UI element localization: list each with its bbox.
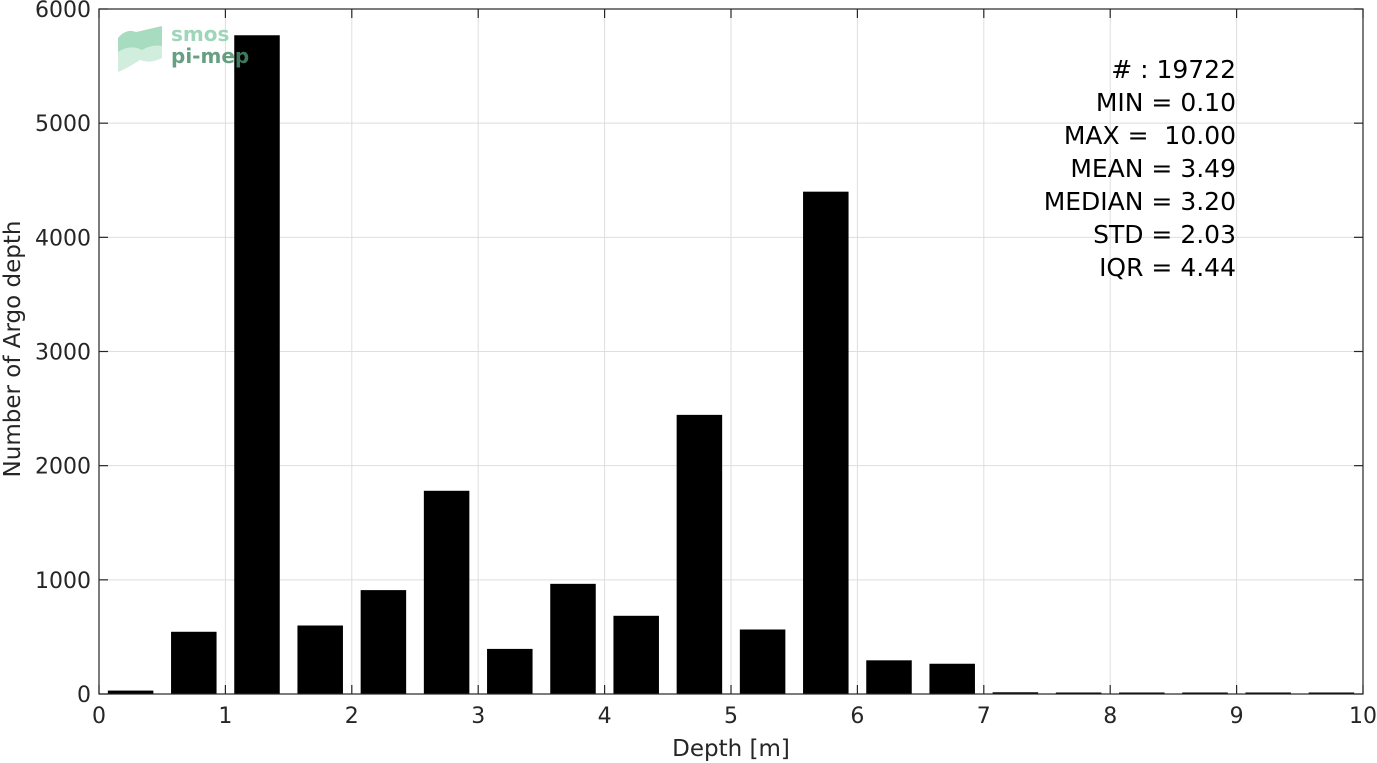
histogram-bar [550,583,596,694]
y-axis-title: Number of Argo depth [0,221,26,478]
histogram-bar [1119,692,1165,694]
y-tick-label: 6000 [35,0,91,23]
x-tick-label: 5 [724,704,738,729]
histogram-bar [1182,692,1228,694]
histogram-bar [234,35,280,694]
stat-line: MEAN = 3.49 [1070,154,1236,183]
x-tick-label: 3 [471,704,485,729]
histogram-bar [1245,692,1291,694]
x-tick-labels: 0 1 2 3 4 5 6 7 8 9 10 [92,704,1377,729]
histogram-bar [866,660,912,694]
y-tick-label: 1000 [35,569,91,594]
histogram-bar [171,631,217,694]
histogram-bar [803,191,849,694]
y-tick-label: 5000 [35,112,91,137]
histogram-bar [423,490,470,694]
logo-text-smos: smos [171,22,229,46]
histogram-bar [107,690,154,694]
x-tick-label: 2 [345,704,359,729]
stat-line: MIN = 0.10 [1096,88,1236,117]
x-tick-label: 10 [1349,704,1377,729]
y-tick-label: 4000 [35,226,91,251]
stat-line: # : 19722 [1111,55,1236,84]
x-tick-label: 9 [1230,704,1244,729]
histogram-bar [613,615,659,694]
histogram-bar [739,629,786,694]
y-tick-labels: 0 1000 2000 3000 4000 5000 6000 [35,0,91,708]
histogram-bar [1308,692,1355,694]
x-tick-label: 7 [977,704,991,729]
x-tick-label: 0 [92,704,106,729]
histogram-bar [360,590,407,694]
stat-line: MEDIAN = 3.20 [1044,187,1236,216]
x-axis-title: Depth [m] [672,736,790,762]
histogram-bar [297,625,343,694]
grid [99,9,1363,694]
histogram-bar [992,692,1039,694]
x-tick-label: 8 [1103,704,1117,729]
histogram-bar [487,648,533,694]
stat-line: STD = 2.03 [1093,220,1236,249]
axes-frame [98,8,1364,695]
x-tick-label: 6 [850,704,864,729]
stat-line: IQR = 4.44 [1099,253,1236,282]
bars [107,35,1355,694]
histogram-bar [676,414,723,694]
x-tick-label: 1 [218,704,232,729]
x-tick-label: 4 [598,704,612,729]
y-tick-label: 0 [77,683,91,708]
y-tick-label: 3000 [35,341,91,366]
histogram-bar [929,663,975,694]
logo-text-pi-mep: pi-mep [171,44,249,68]
statistics-annotation: # : 19722 MIN = 0.10 MAX = 10.00 MEAN = 3.4… [1044,55,1236,282]
stat-line: MAX = 10.00 [1064,121,1236,150]
histogram-bar [1055,692,1102,694]
y-tick-label: 2000 [35,455,91,480]
smos-pi-mep-logo: smos pi-mep [118,22,249,72]
logo-wave-icon-inner [118,45,162,72]
